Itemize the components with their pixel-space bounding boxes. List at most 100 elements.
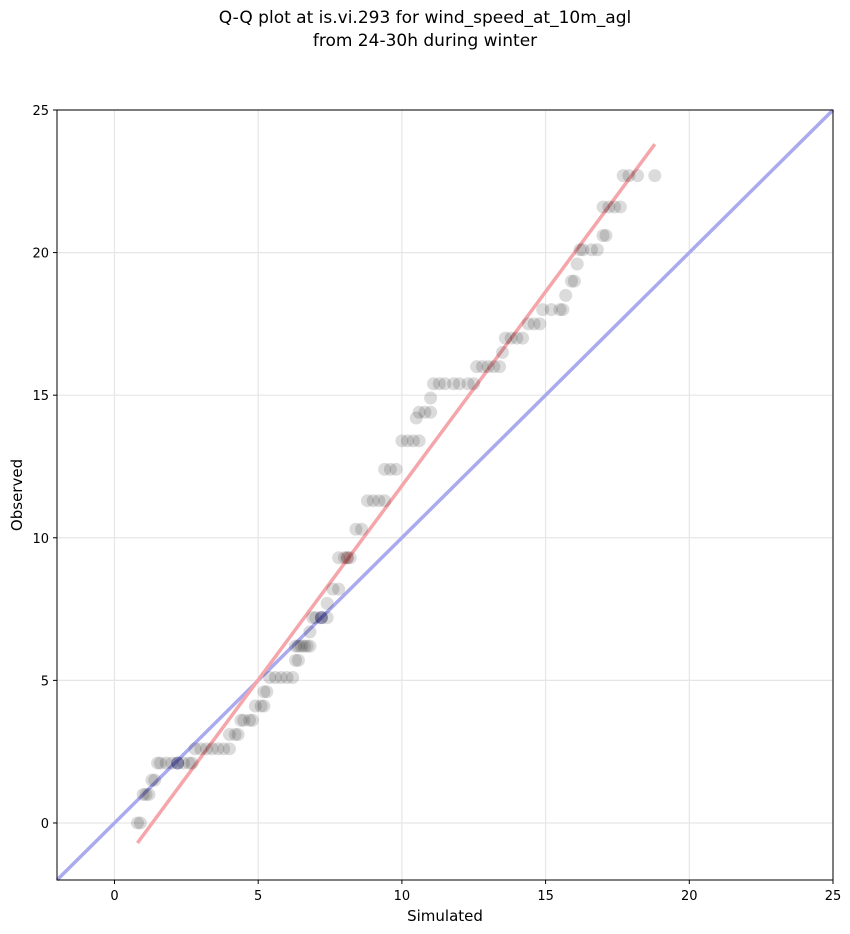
data-point bbox=[320, 611, 334, 625]
y-tick-label: 20 bbox=[32, 247, 49, 262]
data-point bbox=[303, 625, 317, 639]
data-point bbox=[188, 742, 202, 756]
data-point bbox=[234, 713, 248, 727]
data-point bbox=[139, 787, 153, 801]
data-point bbox=[294, 639, 308, 653]
data-point bbox=[303, 639, 317, 653]
data-point bbox=[286, 671, 300, 685]
data-point bbox=[159, 756, 173, 770]
data-point bbox=[378, 462, 392, 476]
highlight-point bbox=[340, 551, 354, 565]
data-point bbox=[306, 611, 320, 625]
data-point bbox=[487, 360, 501, 374]
data-point bbox=[427, 377, 441, 391]
data-point bbox=[165, 756, 179, 770]
data-point bbox=[211, 742, 225, 756]
y-axis-label: Observed bbox=[8, 459, 26, 531]
data-point bbox=[596, 228, 610, 242]
data-point bbox=[245, 713, 259, 727]
highlight-point bbox=[171, 756, 185, 770]
data-point bbox=[553, 303, 567, 317]
data-point bbox=[130, 816, 144, 830]
data-point bbox=[616, 169, 630, 183]
data-point bbox=[222, 742, 236, 756]
data-point bbox=[533, 317, 547, 331]
y-tick-label: 15 bbox=[32, 389, 49, 404]
data-point bbox=[510, 331, 524, 345]
data-point bbox=[320, 596, 334, 610]
data-point bbox=[337, 551, 351, 565]
x-axis-label: Simulated bbox=[407, 907, 483, 925]
data-point bbox=[349, 522, 363, 536]
data-point bbox=[332, 582, 346, 596]
data-point bbox=[372, 494, 386, 508]
data-point bbox=[602, 200, 616, 214]
x-tick-label: 20 bbox=[681, 889, 698, 904]
data-point bbox=[573, 243, 587, 257]
data-point bbox=[326, 582, 340, 596]
data-point bbox=[237, 713, 251, 727]
data-point bbox=[274, 671, 288, 685]
data-point bbox=[243, 713, 257, 727]
data-point bbox=[366, 494, 380, 508]
data-point bbox=[544, 303, 558, 317]
data-point bbox=[599, 228, 613, 242]
x-tick-label: 25 bbox=[825, 889, 842, 904]
data-point bbox=[608, 200, 622, 214]
data-point bbox=[260, 685, 274, 699]
data-point bbox=[412, 405, 426, 419]
reference-line-1to1 bbox=[55, 108, 835, 882]
data-point bbox=[383, 462, 397, 476]
data-point bbox=[171, 756, 185, 770]
data-point bbox=[527, 317, 541, 331]
data-point bbox=[409, 411, 423, 425]
data-point bbox=[504, 331, 518, 345]
data-point bbox=[291, 653, 305, 667]
data-point bbox=[613, 200, 627, 214]
data-point bbox=[564, 274, 578, 288]
data-point bbox=[570, 257, 584, 271]
data-point bbox=[401, 434, 415, 448]
data-point bbox=[185, 756, 199, 770]
data-point bbox=[280, 671, 294, 685]
data-point bbox=[300, 639, 314, 653]
data-point bbox=[556, 303, 570, 317]
data-point bbox=[585, 243, 599, 257]
x-tick-label: 5 bbox=[254, 889, 262, 904]
data-point bbox=[222, 728, 236, 742]
data-point bbox=[343, 551, 357, 565]
x-tick-label: 15 bbox=[537, 889, 554, 904]
chart-title-line-1: Q-Q plot at is.vi.293 for wind_speed_at_… bbox=[218, 8, 632, 28]
data-point bbox=[438, 377, 452, 391]
data-point bbox=[516, 331, 530, 345]
data-point bbox=[495, 345, 509, 359]
data-point bbox=[257, 685, 271, 699]
data-point bbox=[142, 787, 156, 801]
lines bbox=[55, 108, 835, 882]
data-point bbox=[596, 200, 610, 214]
data-point bbox=[576, 243, 590, 257]
data-point bbox=[309, 611, 323, 625]
x-tick-label: 0 bbox=[110, 889, 118, 904]
data-point bbox=[314, 611, 328, 625]
y-tick-label: 5 bbox=[41, 674, 49, 689]
data-point bbox=[521, 317, 535, 331]
data-point bbox=[291, 639, 305, 653]
data-point bbox=[631, 169, 645, 183]
y-tick-label: 25 bbox=[32, 104, 49, 119]
data-point bbox=[148, 773, 162, 787]
data-point bbox=[151, 756, 165, 770]
data-point bbox=[559, 288, 573, 302]
data-point bbox=[199, 742, 213, 756]
data-point bbox=[289, 639, 303, 653]
axis-ticks: 0 5 10 15 20 25 0 5 10 15 20 25 bbox=[32, 104, 841, 904]
data-point bbox=[254, 699, 268, 713]
data-point bbox=[153, 756, 167, 770]
data-point bbox=[452, 377, 466, 391]
chart-title-line-2: from 24-30h during winter bbox=[312, 31, 538, 51]
data-point bbox=[289, 653, 303, 667]
plot-frame bbox=[56, 109, 834, 881]
data-point bbox=[470, 360, 484, 374]
data-point bbox=[412, 434, 426, 448]
